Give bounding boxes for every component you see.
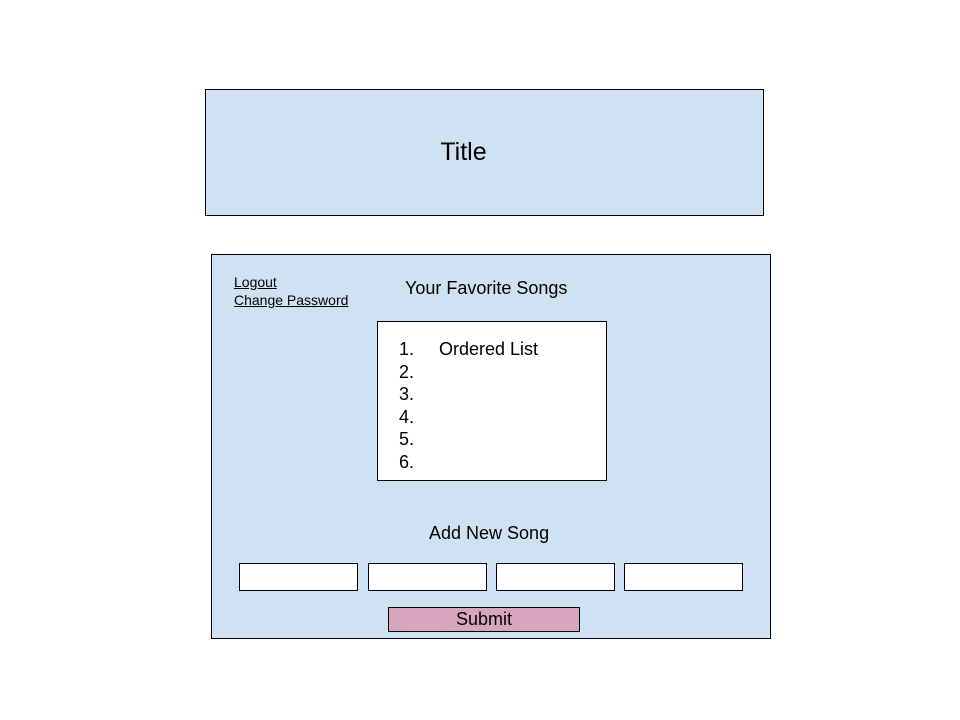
favorite-songs-list: 1. Ordered List 2. 3. 4. 5. 6. [399, 338, 538, 473]
list-item: 1. Ordered List [399, 338, 538, 361]
list-item: 3. [399, 383, 538, 406]
list-item-number: 4. [399, 406, 415, 427]
list-item: 4. [399, 406, 538, 429]
account-links: Logout Change Password [234, 273, 348, 309]
list-item-number: 2. [399, 361, 415, 382]
list-item-number: 5. [399, 429, 415, 449]
page-title: Title [440, 138, 487, 166]
list-item: 2. [399, 361, 538, 384]
submit-button[interactable]: Submit [388, 607, 580, 632]
list-item-text: Ordered List [439, 339, 539, 359]
list-item: 5. [399, 428, 538, 451]
song-field-4[interactable] [624, 563, 743, 591]
add-new-song-heading: Add New Song [429, 523, 550, 543]
list-item-number: 3. [399, 384, 415, 404]
list-item-number: 1. [399, 339, 415, 359]
list-item-number: 6. [399, 451, 415, 472]
logout-link[interactable]: Logout [234, 274, 277, 290]
song-field-3[interactable] [496, 563, 615, 591]
main-panel: Logout Change Password Your Favorite Son… [211, 254, 771, 639]
favorite-songs-list-box: 1. Ordered List 2. 3. 4. 5. 6. [377, 321, 607, 481]
song-field-2[interactable] [368, 563, 487, 591]
song-field-1[interactable] [239, 563, 358, 591]
change-password-link[interactable]: Change Password [234, 292, 349, 308]
title-banner: Title [205, 89, 764, 216]
list-item: 6. [399, 451, 538, 474]
favorite-songs-heading: Your Favorite Songs [405, 278, 568, 298]
